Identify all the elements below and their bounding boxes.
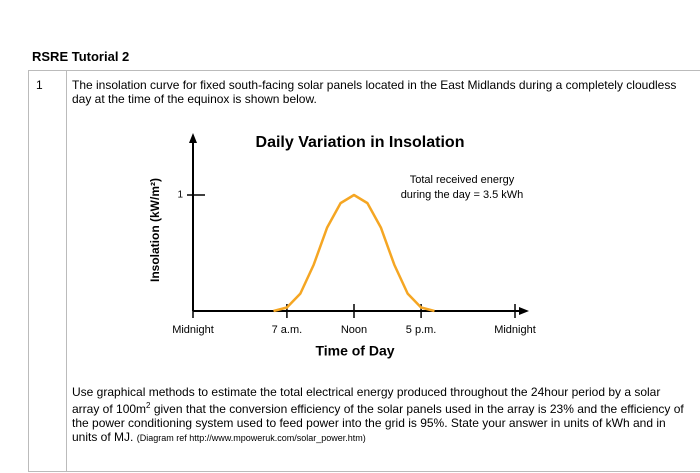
doc-title: RSRE Tutorial 2 xyxy=(32,49,130,64)
y-axis-title: Insolation (kW/m²) xyxy=(148,178,162,282)
chart-title: Daily Variation in Insolation xyxy=(256,134,465,151)
x-tick-label: Noon xyxy=(341,324,367,336)
x-tick-label: Midnight xyxy=(172,324,214,336)
reference: (Diagram ref http://www.mpoweruk.com/sol… xyxy=(136,433,366,443)
x-tick-label: 5 p.m. xyxy=(406,324,437,336)
x-axis-title: Time of Day xyxy=(315,343,394,359)
annotation: during the day = 3.5 kWh xyxy=(401,189,524,201)
column-divider xyxy=(66,70,67,471)
superscript: 2 xyxy=(146,401,151,410)
y-tick-label: 1 xyxy=(177,190,183,201)
question-task: Use graphical methods to estimate the to… xyxy=(72,385,690,445)
x-tick-label: 7 a.m. xyxy=(272,324,303,336)
x-axis-arrow xyxy=(519,307,529,315)
y-axis-arrow xyxy=(189,133,197,143)
task-text: given that the conversion efficiency of … xyxy=(72,402,684,444)
x-tick-label: Midnight xyxy=(494,324,536,336)
insolation-curve xyxy=(273,193,435,313)
table-frame xyxy=(28,70,700,472)
task-text: Use graphical methods to estimate the to… xyxy=(72,385,661,416)
annotation: Total received energy xyxy=(410,174,515,186)
question-number: 1 xyxy=(36,78,43,92)
question-intro: The insolation curve for fixed south-fac… xyxy=(72,78,677,106)
